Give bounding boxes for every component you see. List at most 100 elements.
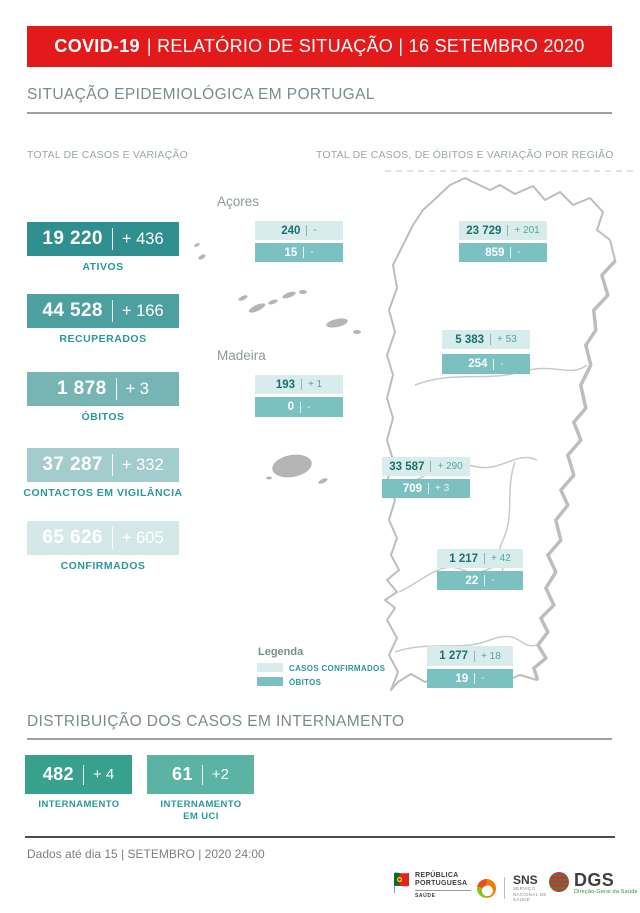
algarve-deaths-delta: - [481,673,485,684]
dgs-sphere-icon [549,872,569,892]
acores-cases-box: 240 - [255,221,343,240]
republica-portuguesa-logo: REPÚBLICA PORTUGUESA SAÚDE [393,872,471,899]
legend-swatch-confirmed [257,663,283,672]
centro-deaths-delta: - [500,358,504,370]
norte-deaths-delta: - [517,247,521,258]
madeira-deaths-delta: - [307,401,311,413]
sns-logo-sub: SERVIÇO NACIONAL DE SAÚDE [513,886,547,902]
madeira-deaths: 0 [287,401,295,413]
value-divider [201,764,203,785]
stat-box-recuperados: 44 528 + 166 [27,294,179,328]
alentejo-deaths-box: 22 - [437,571,523,590]
obitos-value: 1 878 [57,378,107,399]
acores-cases: 240 [281,224,301,237]
portugal-map [194,170,637,691]
value-divider [300,401,302,413]
value-divider [303,247,305,258]
alentejo-deaths: 22 [465,574,479,587]
rp-logo-sub: SAÚDE [415,893,436,899]
madeira-cases: 193 [275,378,295,391]
uci-delta: +2 [211,766,229,783]
rp-logo-line1: REPÚBLICA [415,872,459,879]
norte-cases-box: 23 729 + 201 [459,221,547,240]
value-divider [82,764,84,785]
banner-subtitle: | RELATÓRIO DE SITUAÇÃO | 16 SETEMBRO 20… [146,36,585,56]
stat-label-ativos: ATIVOS [82,261,124,273]
stat-box-obitos: 1 878 + 3 [27,372,179,406]
value-divider [111,300,113,322]
section2-rule [27,738,612,740]
sns-circle-icon [477,878,496,898]
rp-logo-line2: PORTUGUESA [415,880,468,887]
sns-logo-name: SNS [513,873,538,887]
value-divider [484,575,486,586]
value-divider [493,358,495,370]
value-divider [484,553,486,564]
ativos-value: 19 220 [42,228,103,249]
obitos-delta: + 3 [125,379,149,398]
ativos-delta: + 436 [121,229,164,248]
madeira-islands [266,454,328,484]
legend-label-deaths: ÓBITOS [289,678,322,687]
value-divider [428,483,429,494]
algarve-cases-box: 1 277 + 18 [427,646,513,666]
norte-deaths-box: 859 - [459,243,547,262]
algarve-deaths: 19 [455,672,469,685]
norte-deaths: 859 [485,246,505,259]
recuperados-delta: + 166 [121,301,164,320]
stat-box-uci: 61 +2 [147,755,254,794]
sns-logo-divider [504,877,505,900]
acores-deaths-box: 15 - [255,243,343,262]
azores-islands [194,243,361,334]
lvt-cases: 33 587 [389,460,425,473]
alentejo-cases: 1 217 [449,552,479,565]
algarve-cases-delta: + 18 [481,650,501,662]
alentejo-cases-delta: + 42 [491,553,511,564]
value-divider [490,334,492,345]
report-banner: COVID-19 | RELATÓRIO DE SITUAÇÃO | 16 SE… [27,26,612,67]
alentejo-deaths-delta: - [491,575,495,586]
stat-box-contactos: 37 287 + 332 [27,448,179,482]
centro-cases: 5 383 [455,333,485,346]
acores-label: Açores [217,194,260,209]
madeira-label: Madeira [217,348,266,363]
stat-label-recuperados: RECUPERADOS [59,333,147,345]
section2-title: DISTRIBUIÇÃO DOS CASOS EM INTERNAMENTO [27,713,405,730]
dgs-logo-name: DGS [574,870,615,890]
centro-cases-box: 5 383 + 53 [442,330,530,349]
uci-label-line2: EM UCI [183,811,219,822]
stat-box-ativos: 19 220 + 436 [27,222,179,256]
confirmados-delta: + 605 [121,528,164,547]
section1-rule [27,112,612,114]
value-divider [507,225,509,236]
stat-label-contactos: CONTACTOS EM VIGILÂNCIA [23,487,183,499]
value-divider [510,247,512,258]
acores-cases-delta: - [313,225,317,236]
algarve-cases: 1 277 [439,650,469,662]
dgs-logo: DGS Direção-Geral da Saúde [549,870,638,895]
contactos-value: 37 287 [42,454,103,475]
acores-deaths: 15 [284,246,298,259]
footer-note: Dados até dia 15 | SETEMBRO | 2020 24:00 [27,847,265,861]
contactos-delta: + 332 [121,455,164,474]
uci-value: 61 [172,764,193,784]
portugal-flag-icon [394,872,409,893]
recuperados-value: 44 528 [42,300,103,321]
algarve-deaths-box: 19 - [427,669,513,688]
lvt-cases-delta: + 290 [437,461,463,472]
madeira-cases-box: 193 + 1 [255,375,343,394]
internamento-value: 482 [42,764,74,784]
banner-brand: COVID-19 [54,36,140,56]
stat-box-confirmados: 65 626 + 605 [27,521,179,555]
madeira-cases-delta: + 1 [308,379,323,390]
legend-swatch-deaths [257,677,283,686]
value-divider [306,225,308,236]
acores-deaths-delta: - [310,247,314,258]
value-divider [111,454,113,476]
section1-title: SITUAÇÃO EPIDEMIOLÓGICA EM PORTUGAL [27,86,375,103]
legend-label-confirmed: CASOS CONFIRMADOS [289,664,386,673]
lvt-deaths-box: 709 + 3 [382,479,470,498]
stat-label-internamento: INTERNAMENTO [38,799,120,810]
legend-title: Legenda [258,646,304,658]
